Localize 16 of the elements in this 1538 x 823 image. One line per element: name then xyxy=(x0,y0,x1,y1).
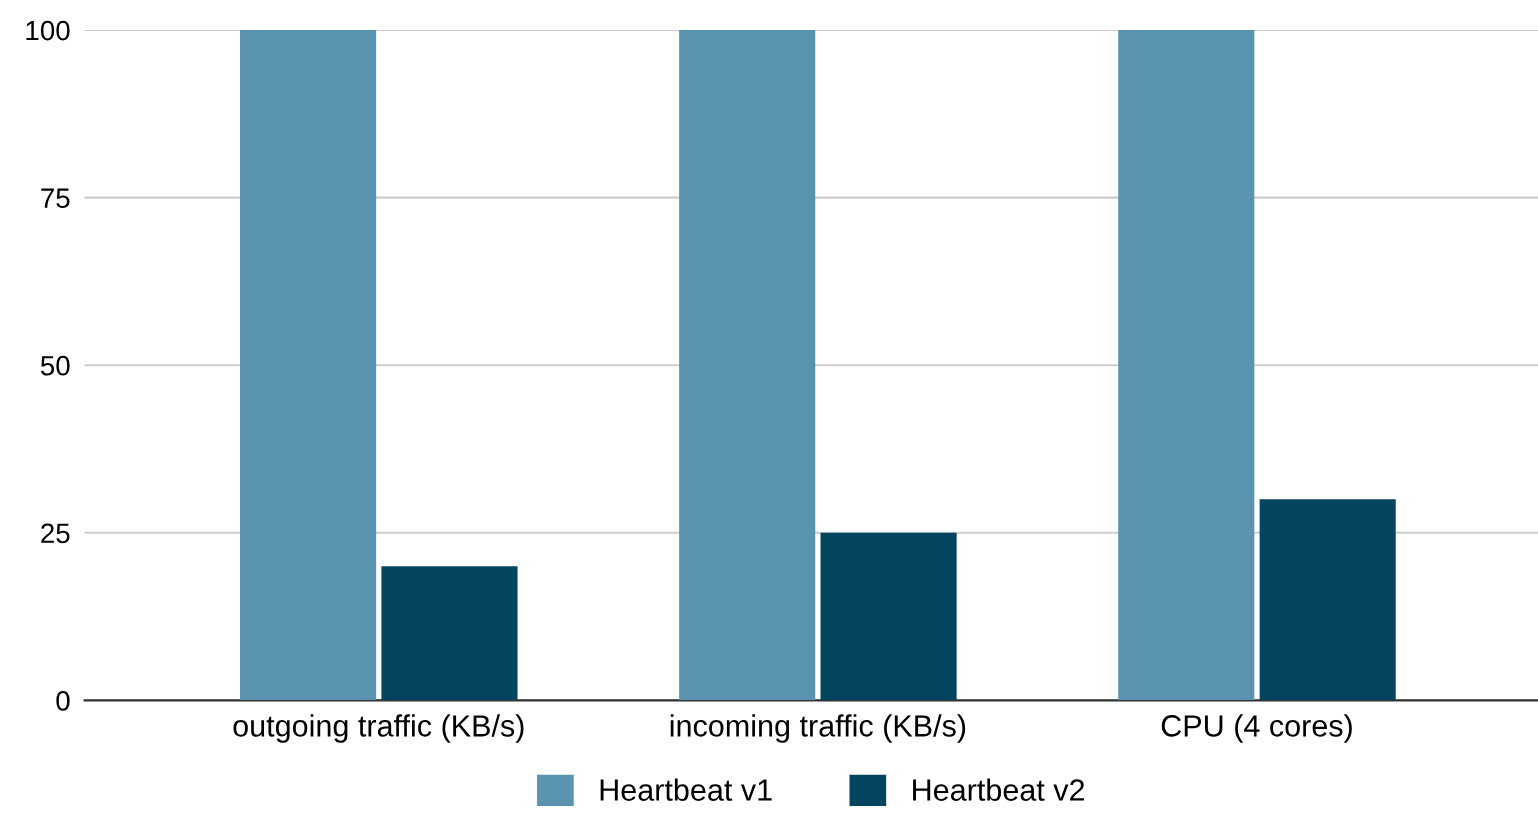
bar xyxy=(240,30,377,701)
bar xyxy=(820,532,957,701)
bar xyxy=(1118,30,1255,701)
legend-label: Heartbeat v2 xyxy=(913,778,1085,801)
bar xyxy=(1259,499,1396,701)
legend-label: Heartbeat v1 xyxy=(600,778,772,801)
y-tick-label: 100 xyxy=(26,20,70,41)
y-tick-label: 0 xyxy=(56,691,70,711)
y-tick-label: 25 xyxy=(41,523,70,544)
y-tick-label: 75 xyxy=(41,188,70,208)
x-tick-label: CPU (4 cores) xyxy=(1161,714,1352,743)
bar xyxy=(679,30,816,701)
y-tick-label: 50 xyxy=(40,355,70,376)
bar xyxy=(381,566,518,701)
x-tick-label: outgoing traffic (KB/s) xyxy=(233,714,524,743)
x-tick-label: incoming traffic (KB/s) xyxy=(670,714,966,743)
